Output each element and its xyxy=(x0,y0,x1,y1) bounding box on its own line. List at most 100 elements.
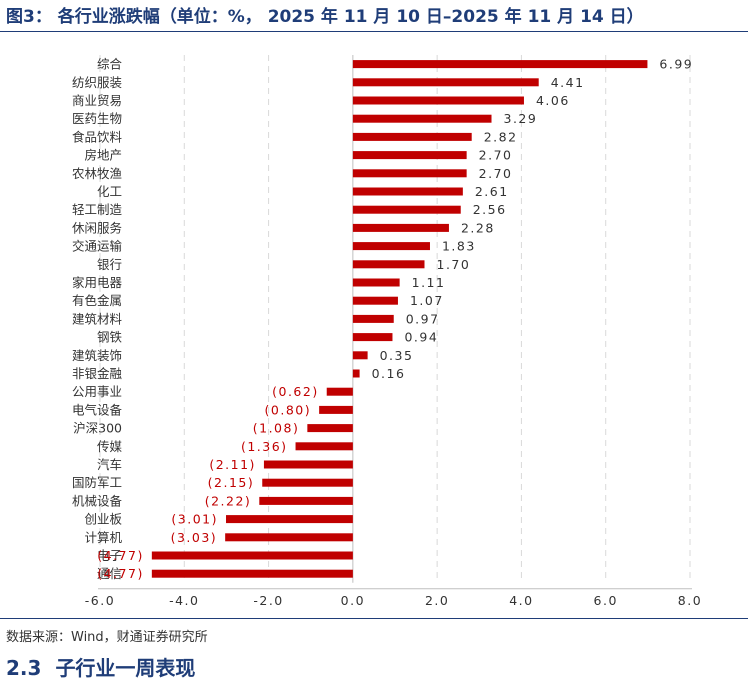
category-label: 电子 xyxy=(97,548,122,563)
bar xyxy=(352,296,398,305)
bar xyxy=(352,114,492,123)
data-label: 1.07 xyxy=(410,293,444,308)
category-label: 建筑装饰 xyxy=(72,348,122,363)
source-note: 数据来源：Wind，财通证券研究所 xyxy=(6,630,208,645)
data-label: 2.82 xyxy=(484,129,518,144)
category-label: 有色金属 xyxy=(72,293,122,308)
category-label: 沪深300 xyxy=(73,421,122,436)
category-label: 机械设备 xyxy=(72,493,123,508)
source-rule xyxy=(0,618,748,619)
data-label: 0.94 xyxy=(404,330,438,345)
bar xyxy=(263,460,353,469)
category-label: 农林牧渔 xyxy=(72,166,122,181)
category-label: 公用事业 xyxy=(72,384,122,399)
bar xyxy=(352,260,425,269)
bar xyxy=(352,96,524,105)
data-label: (1.36) xyxy=(241,439,288,454)
bar xyxy=(307,424,353,433)
category-label: 轻工制造 xyxy=(72,202,123,217)
bar xyxy=(226,515,353,524)
category-label: 创业板 xyxy=(84,512,122,527)
bar xyxy=(352,314,394,323)
bar xyxy=(352,169,467,178)
bar xyxy=(295,442,353,451)
category-label: 国防军工 xyxy=(72,475,122,490)
data-label: 0.97 xyxy=(406,311,440,326)
bar-chart: -6.0 -4.0 -2.0 0.0 2.0 4.0 6.0 8.0 综合 6.99 纺织服装 4.4… xyxy=(72,55,702,608)
data-label: 1.70 xyxy=(437,257,471,272)
data-label: (2.11) xyxy=(209,457,256,472)
x-tick-label: -2.0 xyxy=(253,593,283,608)
data-label: 1.83 xyxy=(442,239,476,254)
category-label: 建筑材料 xyxy=(72,311,123,326)
x-tick-label: 2.0 xyxy=(425,593,449,608)
category-label: 通信 xyxy=(97,566,122,581)
category-label: 钢铁 xyxy=(97,330,123,345)
data-label: 2.28 xyxy=(461,220,495,235)
category-label: 休闲服务 xyxy=(72,220,122,235)
bar xyxy=(259,496,353,505)
category-label: 电气设备 xyxy=(72,402,123,417)
category-label: 化工 xyxy=(97,184,122,199)
bar xyxy=(352,78,539,87)
category-label: 纺织服装 xyxy=(72,75,122,90)
data-label: 0.16 xyxy=(372,366,406,381)
bar xyxy=(352,278,400,287)
category-label: 商业贸易 xyxy=(72,93,122,108)
data-label: (0.62) xyxy=(272,384,319,399)
data-label: 2.70 xyxy=(479,148,513,163)
bar xyxy=(352,151,467,160)
x-tick-label: -6.0 xyxy=(85,593,115,608)
data-label: 6.99 xyxy=(659,57,693,72)
data-label: 3.29 xyxy=(504,111,538,126)
bar xyxy=(319,405,353,414)
bar xyxy=(352,369,360,378)
bar xyxy=(352,333,393,342)
bar xyxy=(262,478,353,487)
x-tick-label: 8.0 xyxy=(678,593,702,608)
x-tick-label: 4.0 xyxy=(509,593,533,608)
data-label: (2.15) xyxy=(208,475,255,490)
data-label: (3.01) xyxy=(171,512,218,527)
bar xyxy=(326,387,353,396)
data-label: 4.06 xyxy=(536,93,570,108)
category-label: 计算机 xyxy=(84,530,122,545)
bar xyxy=(352,132,472,141)
category-label: 传媒 xyxy=(97,439,123,454)
x-tick-label: 0.0 xyxy=(341,593,365,608)
data-label: (3.03) xyxy=(171,530,218,545)
category-label: 汽车 xyxy=(97,457,122,472)
category-label: 非银金融 xyxy=(72,366,123,381)
data-label: 2.61 xyxy=(475,184,509,199)
data-label: (4.77) xyxy=(97,548,144,563)
bar xyxy=(352,242,430,251)
category-label: 交通运输 xyxy=(72,239,123,254)
data-label: 1.11 xyxy=(412,275,446,290)
data-label: 0.35 xyxy=(380,348,414,363)
x-tick-label: 6.0 xyxy=(594,593,618,608)
section-heading: 2.3 子行业一周表现 xyxy=(6,652,195,681)
bar xyxy=(352,60,648,69)
category-label: 房地产 xyxy=(84,148,122,163)
category-label: 食品饮料 xyxy=(72,129,123,144)
x-tick-label: -4.0 xyxy=(169,593,199,608)
category-label: 家用电器 xyxy=(72,275,123,290)
data-label: 2.70 xyxy=(479,166,513,181)
data-label: (4.77) xyxy=(97,566,144,581)
data-label: (0.80) xyxy=(265,402,312,417)
category-label: 医药生物 xyxy=(72,111,122,126)
data-label: 4.41 xyxy=(551,75,585,90)
section-number: 2.3 xyxy=(6,656,42,680)
category-label: 综合 xyxy=(97,57,123,72)
bar xyxy=(352,187,463,196)
bar xyxy=(352,205,461,214)
data-label: (1.08) xyxy=(253,421,300,436)
section-title: 子行业一周表现 xyxy=(55,656,196,680)
bar xyxy=(225,533,353,542)
bar xyxy=(151,551,353,560)
figure-title: 图3： 各行业涨跌幅（单位：%， 2025 年 11 月 10 日–2025 年… xyxy=(6,7,644,27)
data-label: (2.22) xyxy=(205,493,252,508)
title-rule xyxy=(0,31,748,32)
bar xyxy=(352,351,368,360)
bar xyxy=(352,223,449,232)
